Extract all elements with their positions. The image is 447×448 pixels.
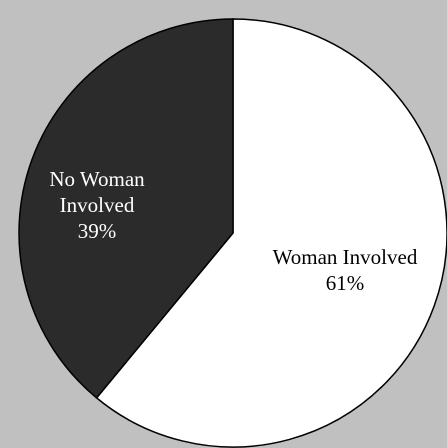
slice-label-1: Woman Involved 61% [273,245,418,295]
slice-name-label: No Woman [49,167,145,191]
pie-slice-2 [18,18,234,399]
slice-value-label: 39% [78,219,117,243]
slice-value-label: 61% [326,271,365,295]
slice-label-2: No Woman Involved 39% [49,167,145,243]
slice-name-label: Woman Involved [273,245,418,269]
slice-name-label: Involved [60,193,135,217]
pie-slice-1 [95,18,447,448]
